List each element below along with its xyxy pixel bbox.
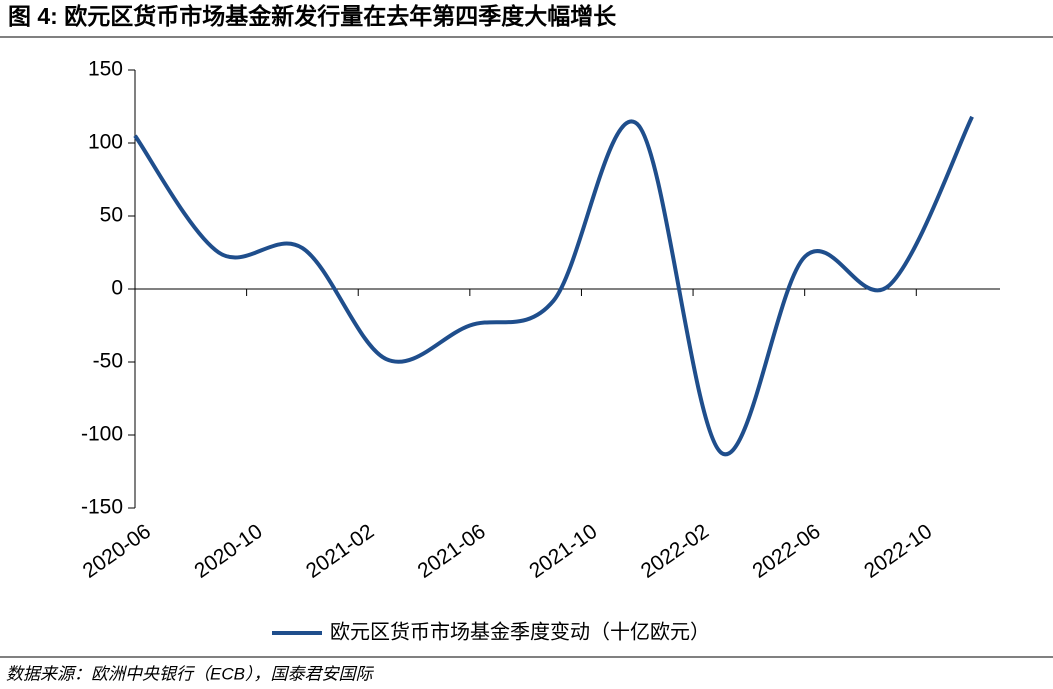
y-tick-label: 100 [88, 131, 123, 154]
legend-label: 欧元区货币市场基金季度变动（十亿欧元） [330, 620, 710, 643]
x-tick-label: 2020-06 [79, 520, 155, 583]
y-tick-label: 150 [88, 58, 123, 81]
source-note: 数据来源：欧洲中央银行（ECB），国泰君安国际 [6, 664, 374, 683]
x-tick-label: 2021-06 [414, 520, 490, 583]
y-tick-label: -150 [81, 496, 123, 519]
data-line [133, 115, 974, 457]
x-tick-label: 2020-10 [190, 520, 266, 583]
x-tick-label: 2022-02 [637, 520, 713, 583]
x-tick-label: 2022-06 [748, 520, 824, 583]
chart-title: 图 4: 欧元区货币市场基金新发行量在去年第四季度大幅增长 [8, 3, 617, 29]
x-tick-label: 2021-10 [525, 520, 601, 583]
y-tick-label: -100 [81, 423, 123, 446]
y-tick-label: 0 [111, 277, 123, 300]
x-tick-label: 2022-10 [860, 520, 936, 583]
y-tick-label: 50 [100, 204, 123, 227]
y-tick-label: -50 [93, 350, 123, 373]
x-tick-label: 2021-02 [302, 520, 378, 583]
